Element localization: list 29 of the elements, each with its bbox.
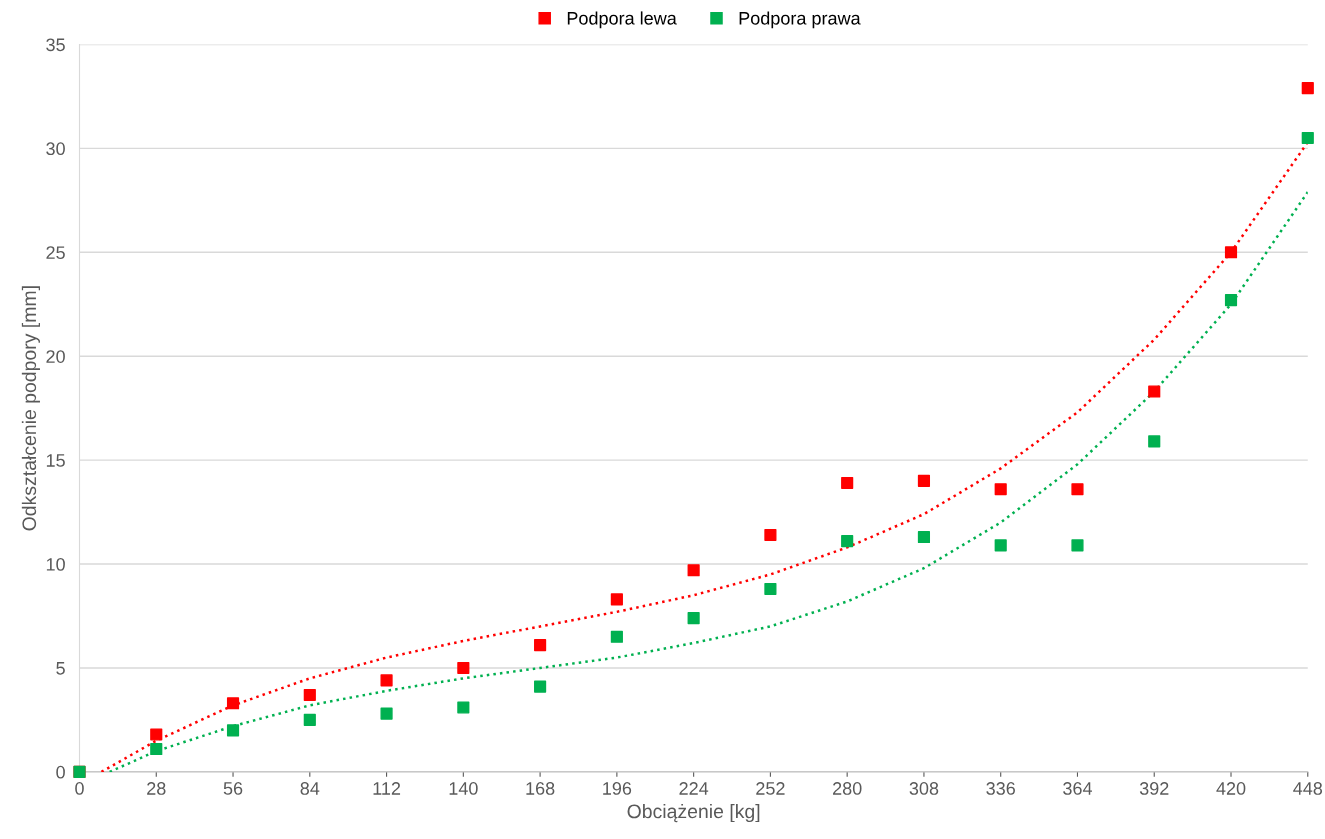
y-tick-label: 30 (46, 142, 65, 156)
y-tick-label: 10 (46, 557, 65, 571)
x-tick-label: 392 (1139, 782, 1169, 795)
x-tick-label: 112 (373, 782, 401, 795)
x-tick-label: 140 (449, 782, 478, 795)
x-tick-label: 56 (223, 782, 243, 795)
y-tick-label: 25 (46, 246, 65, 260)
y-tick-label: 0 (56, 765, 65, 779)
x-tick-label: 448 (1293, 782, 1323, 795)
x-tick-label: 224 (679, 782, 709, 795)
x-tick-label: 336 (986, 782, 1015, 795)
x-tick-label: 196 (603, 782, 632, 795)
x-tick-label: 0 (75, 782, 84, 795)
x-axis-title: Obciążenie [kg] (627, 803, 760, 823)
x-tick-label: 168 (526, 782, 555, 795)
x-tick-label: 364 (1063, 782, 1093, 795)
legend-label: Podpora prawa (739, 11, 861, 29)
x-tick-label: 28 (147, 782, 166, 795)
x-tick-label: 280 (833, 782, 862, 795)
y-tick-label: 20 (46, 350, 65, 363)
x-tick-label: 420 (1216, 782, 1246, 795)
x-tick-label: 252 (756, 782, 785, 795)
x-tick-label: 84 (300, 782, 320, 795)
y-tick-label: 15 (46, 454, 65, 467)
x-tick-label: 308 (909, 782, 939, 795)
y-tick-label: 5 (56, 662, 65, 675)
y-axis-title: Odkształcenie podpory [mm] (21, 286, 40, 531)
y-tick-label: 35 (46, 38, 65, 52)
legend-label: Podpora lewa (567, 11, 677, 29)
